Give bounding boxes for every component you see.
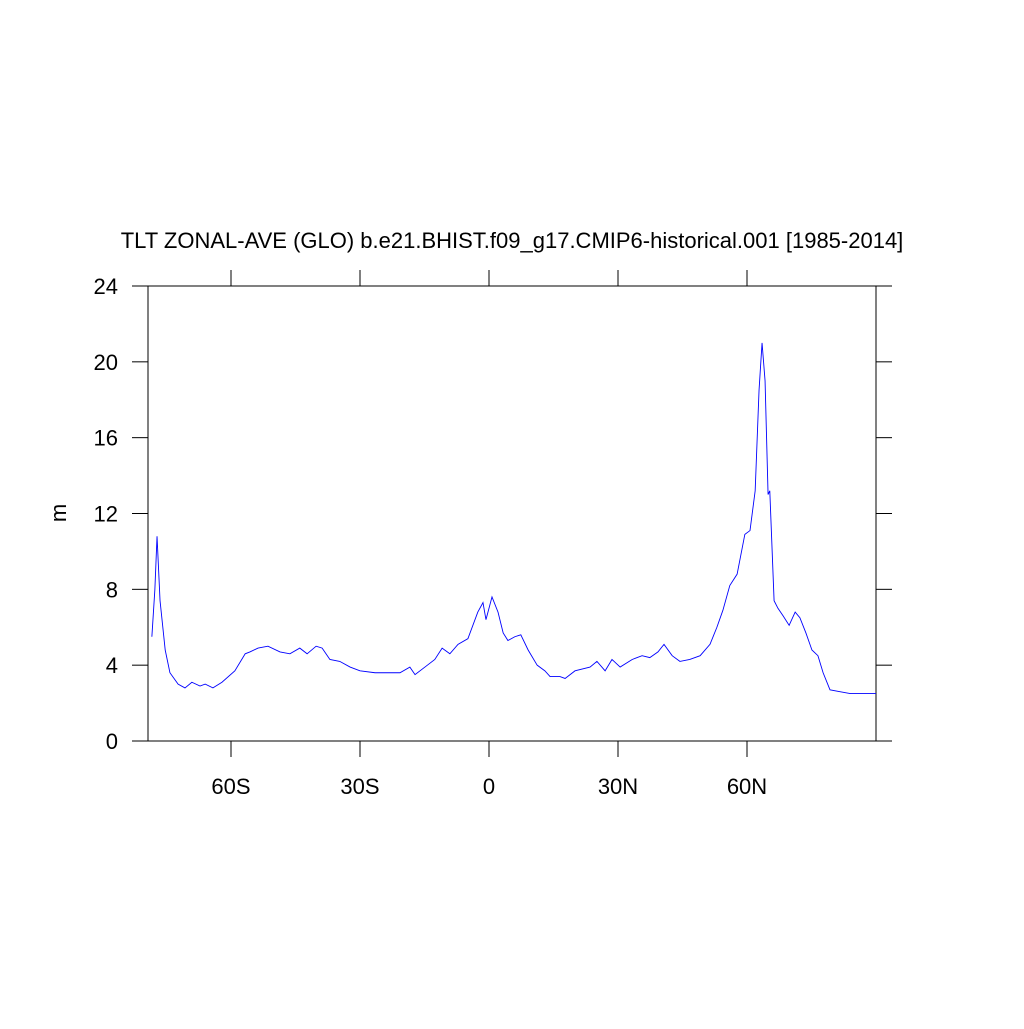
x-tick-label: 0 [483, 774, 495, 799]
y-tick-label: 16 [94, 426, 118, 451]
x-tick-label: 60N [727, 774, 767, 799]
y-tick-label: 8 [106, 577, 118, 602]
y-tick-label: 12 [94, 502, 118, 527]
x-tick-label: 30S [340, 774, 379, 799]
y-tick-label: 0 [106, 729, 118, 754]
x-tick-label: 30N [598, 774, 638, 799]
data-line [151, 342, 876, 695]
chart-title: TLT ZONAL-AVE (GLO) b.e21.BHIST.f09_g17.… [121, 228, 904, 253]
y-tick-label: 20 [94, 350, 118, 375]
y-axis-label: m [46, 504, 71, 522]
y-tick-label: 4 [106, 653, 118, 678]
y-tick-label: 24 [94, 274, 118, 299]
x-tick-label: 60S [211, 774, 250, 799]
plot-frame [147, 285, 877, 742]
